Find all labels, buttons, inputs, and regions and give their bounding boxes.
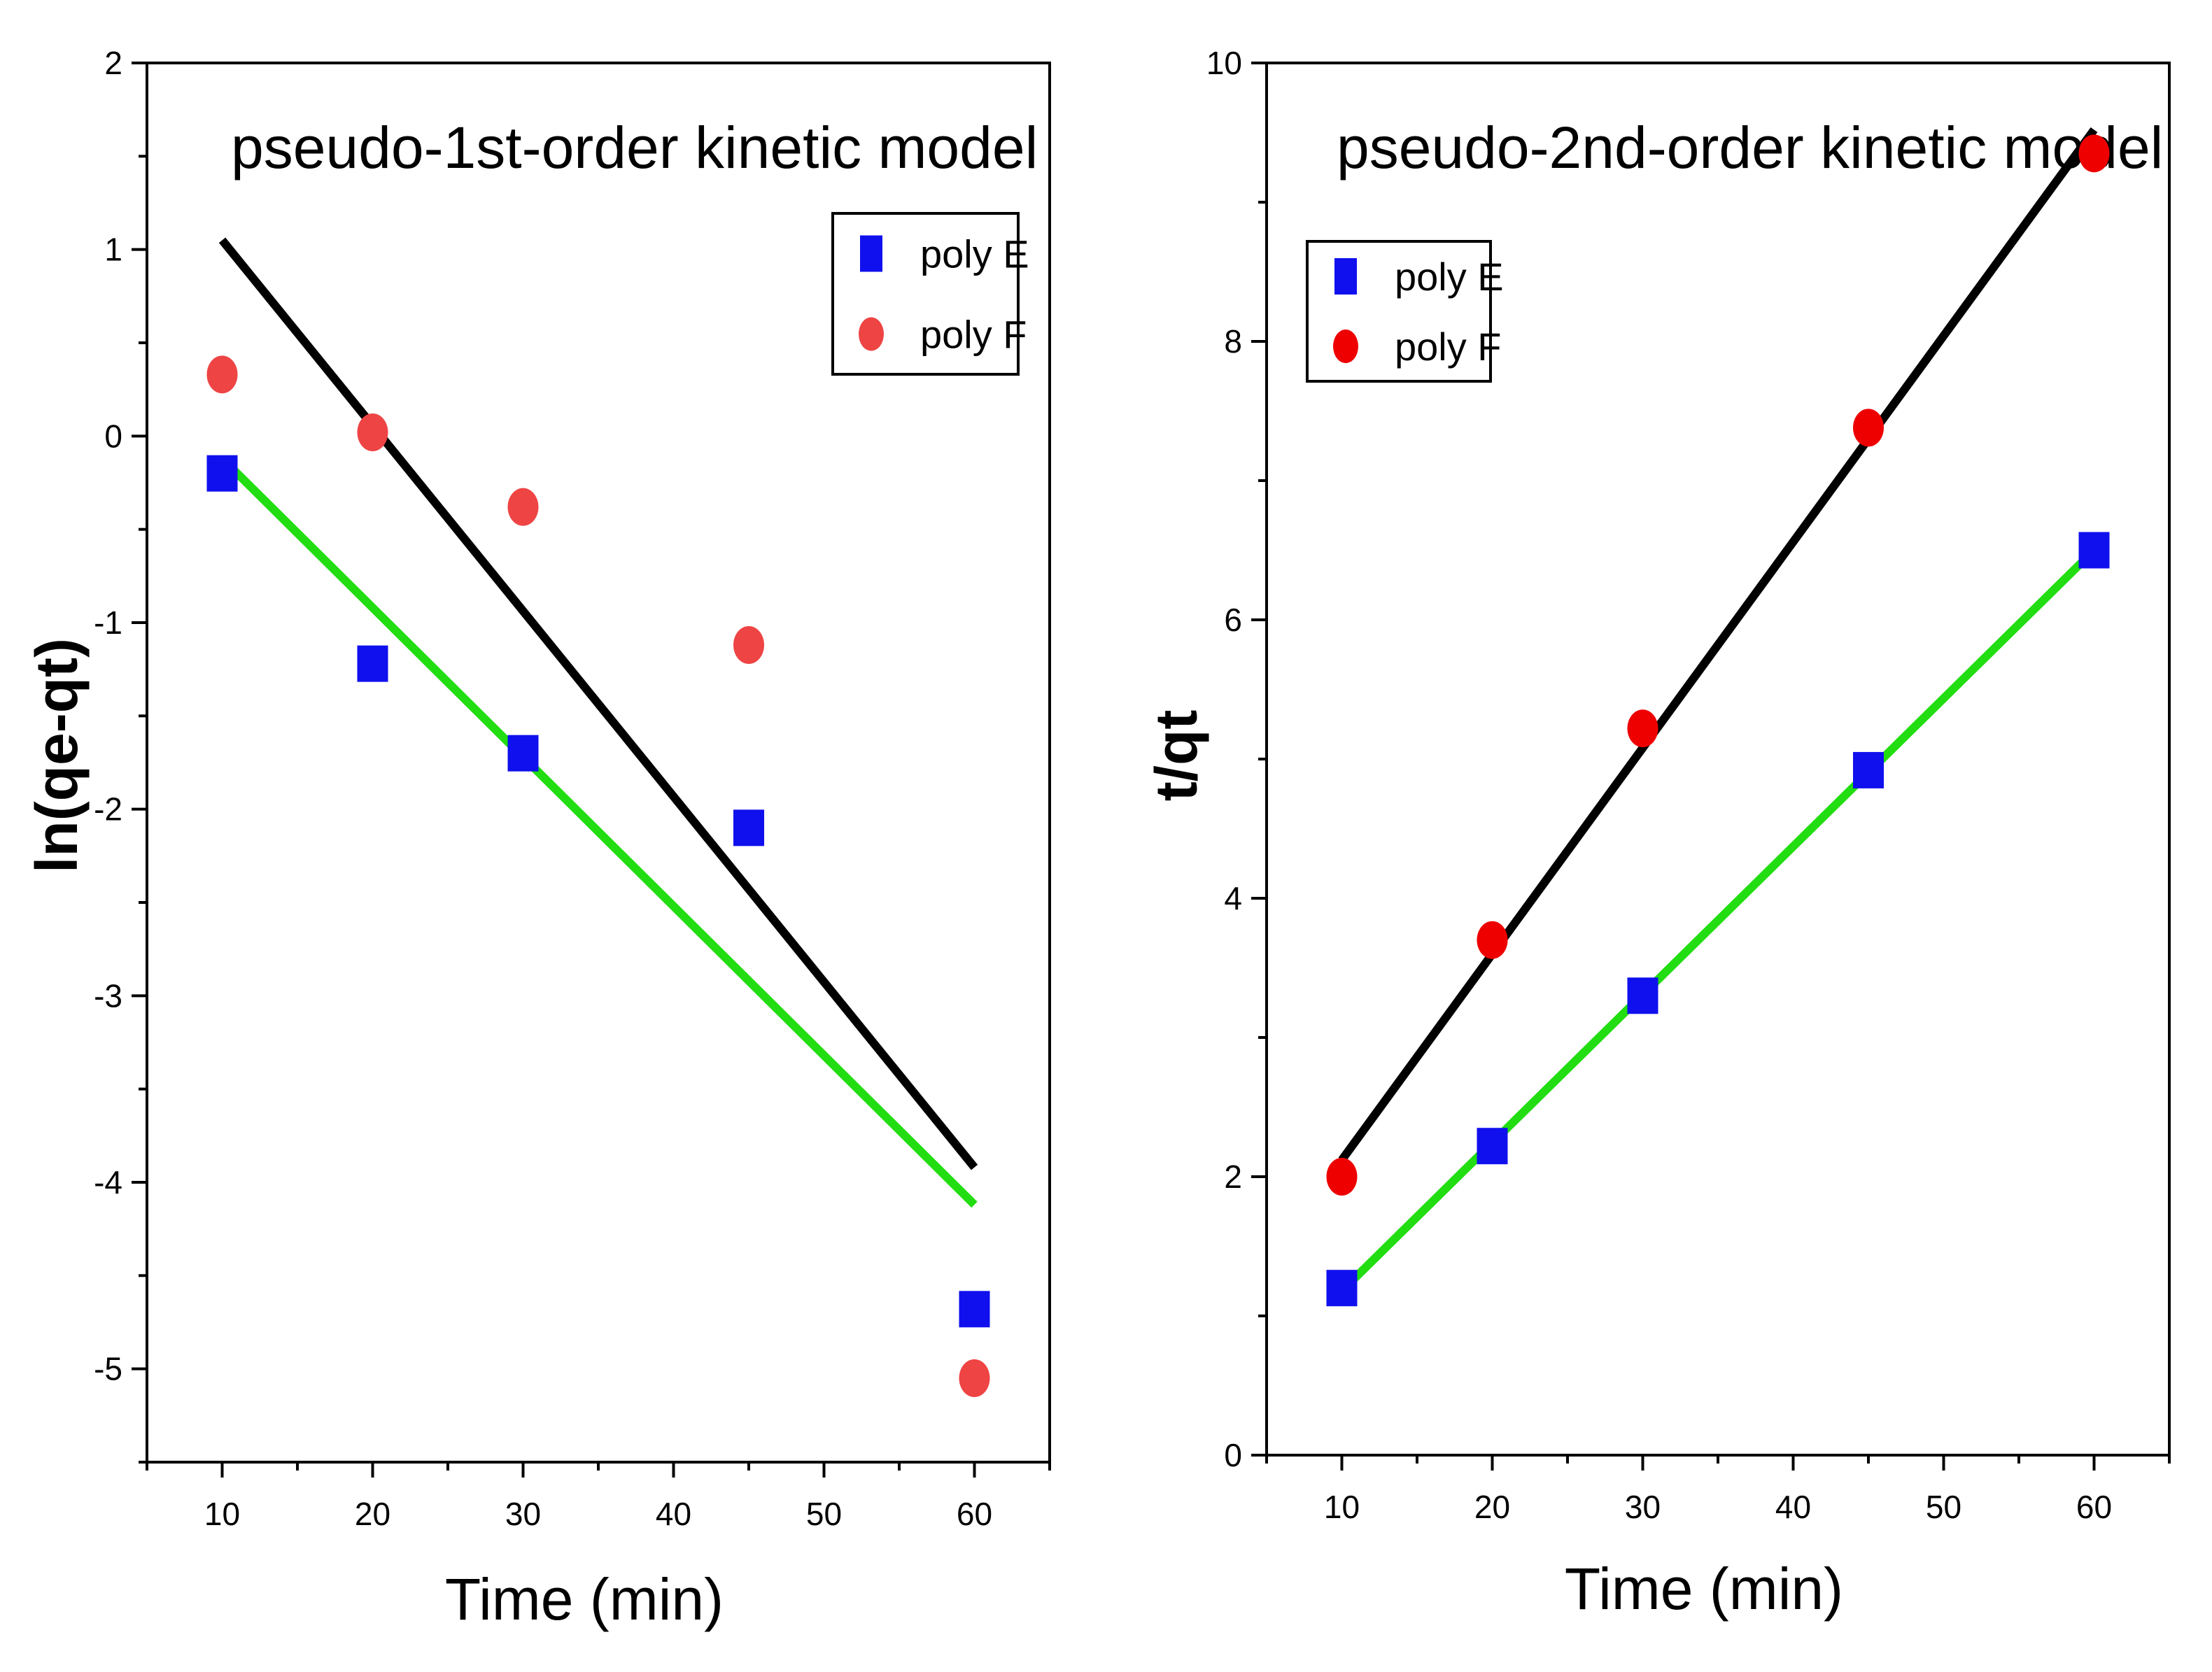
chart-title: pseudo-2nd-order kinetic model (1337, 115, 2163, 180)
y-tick-label: -3 (94, 977, 122, 1014)
x-tick-label: 50 (806, 1496, 842, 1532)
data-point-poly-f (357, 413, 388, 451)
y-tick-label: -5 (94, 1351, 122, 1387)
data-point-poly-e (1853, 751, 1884, 788)
data-point-poly-e (206, 455, 238, 492)
x-tick-label: 60 (957, 1496, 992, 1532)
legend-marker-poly-e (1334, 258, 1357, 295)
y-tick-label: 0 (104, 418, 122, 454)
data-point-poly-f (1627, 709, 1658, 748)
legend: poly E poly F (831, 212, 1029, 376)
y-axis-label: t/qt (1143, 710, 1209, 802)
x-tick-label: 10 (204, 1496, 240, 1532)
data-point-poly-f (733, 626, 764, 664)
data-point-poly-e (959, 1291, 990, 1328)
y-tick-label: 1 (104, 232, 122, 268)
legend: poly E poly F (1306, 240, 1504, 383)
x-tick-label: 30 (1625, 1489, 1661, 1525)
x-axis-label: Time (min) (1565, 1556, 1843, 1622)
data-point-poly-e (1627, 977, 1658, 1014)
x-tick-label: 20 (1474, 1489, 1510, 1525)
data-point-poly-e (357, 645, 388, 682)
y-tick-label: 6 (1224, 602, 1242, 638)
y-tick-label: -1 (94, 604, 122, 641)
data-point-poly-e (1477, 1128, 1508, 1165)
fit-line-poly-e (1339, 547, 2097, 1294)
data-point-poly-e (507, 735, 539, 772)
x-axis-label: Time (min) (445, 1566, 724, 1632)
fit-line-poly-f (1338, 127, 2098, 1163)
legend-label-poly-e: poly E (1395, 255, 1504, 299)
legend-marker-poly-e (860, 235, 882, 272)
y-tick-label: 8 (1224, 323, 1242, 360)
y-tick-label: 0 (1224, 1437, 1242, 1473)
x-tick-label: 10 (1324, 1489, 1360, 1525)
data-point-poly-f (507, 488, 539, 526)
data-point-poly-e (1326, 1270, 1358, 1307)
x-tick-label: 30 (505, 1496, 541, 1532)
x-tick-label: 60 (2076, 1489, 2112, 1525)
y-tick-label: 2 (1224, 1159, 1242, 1195)
x-tick-label: 50 (1926, 1489, 1961, 1525)
y-tick-label: 10 (1206, 45, 1242, 81)
legend-marker-poly-f (1333, 330, 1358, 363)
chart-title: pseudo-1st-order kinetic model (231, 115, 1038, 180)
y-axis-label: ln(qe-qt) (24, 638, 90, 873)
y-tick-label: -2 (94, 791, 122, 828)
y-tick-label: -4 (94, 1164, 122, 1200)
fit-line-poly-f (218, 237, 978, 1170)
legend-label-poly-f: poly F (920, 313, 1027, 357)
legend-label-poly-f: poly F (1395, 325, 1502, 369)
x-tick-label: 40 (1775, 1489, 1811, 1525)
y-tick-label: 4 (1224, 880, 1242, 916)
y-tick-label: 2 (104, 45, 122, 81)
x-tick-label: 20 (355, 1496, 390, 1532)
fit-line-poly-e (219, 455, 978, 1208)
data-point-poly-f (1477, 921, 1508, 959)
data-point-poly-e (2078, 532, 2110, 569)
legend-marker-poly-f (859, 317, 884, 351)
data-point-poly-f (2078, 134, 2110, 173)
data-point-poly-e (733, 809, 764, 846)
chart-panel-2: 10 20 30 40 50 60 0 2 4 6 8 10 Time (min) t/qt pseudo-… (1143, 45, 2171, 1622)
data-point-poly-f (959, 1359, 990, 1397)
data-point-poly-f (206, 355, 238, 394)
legend-label-poly-e: poly E (920, 232, 1029, 276)
data-point-poly-f (1853, 409, 1884, 447)
x-tick-label: 40 (656, 1496, 691, 1532)
data-point-poly-f (1326, 1158, 1358, 1196)
